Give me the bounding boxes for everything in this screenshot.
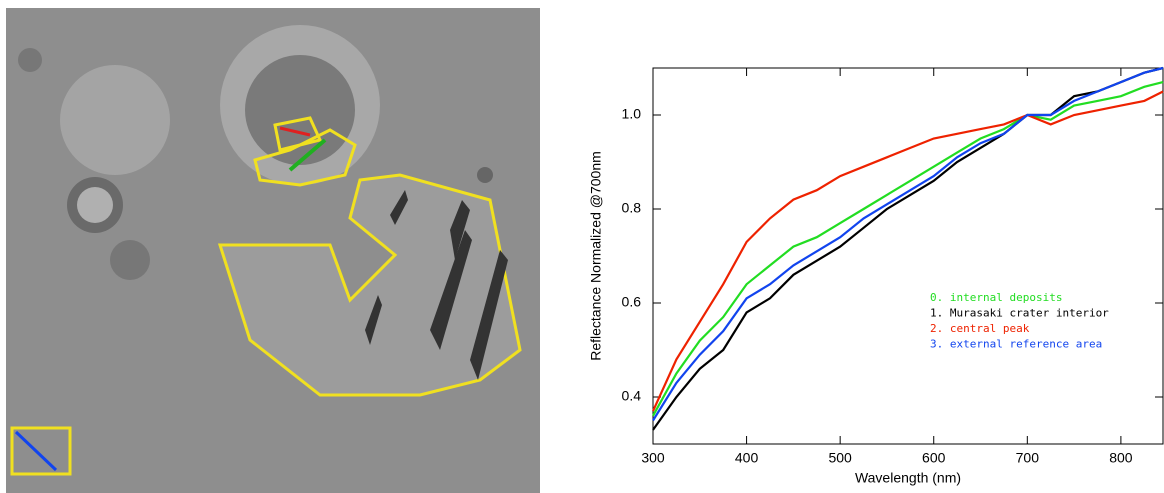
y-axis-title: Reflectance Normalized @700nm [588, 151, 604, 361]
y-tick-label: 0.4 [622, 388, 642, 404]
series-line [653, 68, 1163, 430]
x-tick-label: 800 [1109, 450, 1133, 466]
series-line [653, 82, 1163, 416]
plot-frame [653, 68, 1163, 444]
y-tick-label: 0.6 [622, 294, 642, 310]
y-tick-label: 1.0 [622, 106, 642, 122]
y-tick-label: 0.8 [622, 200, 642, 216]
legend-label: 2. central peak [930, 322, 1030, 335]
x-tick-label: 400 [735, 450, 759, 466]
legend-label: 3. external reference area [930, 338, 1102, 351]
x-tick-label: 700 [1016, 450, 1040, 466]
x-tick-label: 300 [641, 450, 665, 466]
x-tick-label: 500 [828, 450, 852, 466]
x-tick-label: 600 [922, 450, 946, 466]
series-line [653, 92, 1163, 412]
figure: Wavelength (nm) Reflectance Normalized @… [0, 0, 1164, 493]
x-axis-title: Wavelength (nm) [855, 470, 961, 486]
legend-label: 1. Murasaki crater interior [930, 307, 1109, 320]
mercury-image [6, 8, 540, 493]
series-line [653, 68, 1163, 421]
legend-label: 0. internal deposits [930, 291, 1062, 304]
